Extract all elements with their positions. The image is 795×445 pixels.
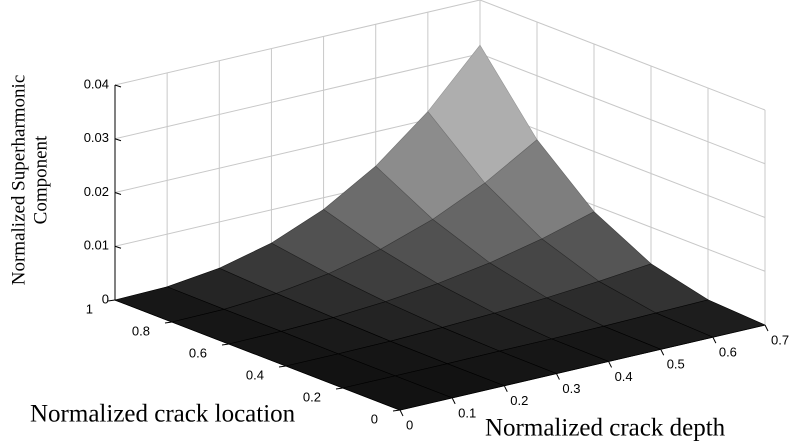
tick-mark [107, 299, 116, 302]
tick-mark [335, 387, 344, 390]
tick-mark [221, 343, 230, 346]
tick-mark [399, 409, 404, 417]
z-tick-label: 0 [102, 291, 109, 306]
x-tick-label: 0.7 [771, 332, 789, 347]
z-axis-label: Normalized Superharmonic [8, 75, 29, 286]
tick-mark [114, 138, 122, 142]
surface-patch [341, 375, 454, 411]
y-tick-label: 0.6 [189, 345, 207, 360]
tick-mark [712, 336, 717, 344]
tick-mark [608, 361, 613, 368]
z-tick-label: 0.03 [84, 130, 109, 145]
z-tick-label: 0.02 [84, 184, 109, 199]
tick-mark [114, 245, 122, 249]
grid-line [479, 53, 766, 165]
x-tick-label: 0.4 [615, 369, 633, 384]
x-tick-label: 0 [406, 417, 413, 432]
z-tick-label: 0.04 [84, 76, 109, 91]
grid-line [479, 0, 766, 111]
z-axis-label: Component [30, 135, 51, 224]
y-tick-label: 0 [371, 411, 378, 426]
tick-mark [660, 349, 665, 356]
tick-mark [503, 385, 508, 392]
z-tick-label: 0.01 [84, 238, 109, 253]
x-tick-label: 0.5 [667, 357, 685, 372]
tick-mark [114, 84, 122, 88]
y-tick-label: 0.4 [246, 367, 264, 382]
x-axis-label: Normalized crack depth [485, 415, 726, 442]
x-tick-label: 0.3 [562, 381, 580, 396]
tick-mark [555, 373, 560, 380]
x-tick-label: 0.1 [458, 405, 476, 420]
tick-mark [392, 409, 401, 412]
tick-mark [114, 192, 122, 195]
y-tick-label: 0.2 [303, 389, 321, 404]
grid-line [114, 53, 481, 140]
y-tick-label: 0.8 [132, 323, 150, 338]
tick-mark [278, 365, 287, 368]
y-tick-label: 1 [86, 301, 93, 316]
x-tick-label: 0.6 [719, 345, 737, 360]
y-axis-label: Normalized crack location [30, 401, 296, 428]
tick-mark [451, 397, 456, 405]
tick-mark [764, 324, 769, 332]
tick-mark [164, 321, 173, 324]
grid-line [114, 0, 481, 86]
x-tick-label: 0.2 [510, 393, 528, 408]
